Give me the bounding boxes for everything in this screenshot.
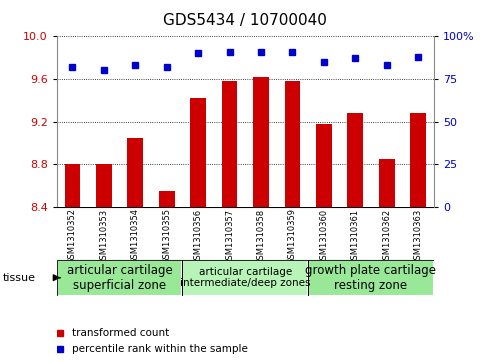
Bar [182, 260, 308, 296]
Bar [348, 113, 363, 207]
Text: growth plate cartilage
resting zone: growth plate cartilage resting zone [306, 264, 436, 292]
Bar [379, 159, 394, 207]
Bar [308, 260, 434, 296]
Bar [222, 81, 238, 207]
Text: transformed count: transformed count [72, 328, 169, 338]
Text: GSM1310361: GSM1310361 [351, 208, 360, 265]
Bar [316, 124, 332, 207]
Bar [190, 98, 206, 207]
Bar [57, 260, 182, 296]
Text: GSM1310358: GSM1310358 [256, 208, 266, 265]
Text: GSM1310362: GSM1310362 [382, 208, 391, 265]
Text: GSM1310359: GSM1310359 [288, 208, 297, 265]
Text: GSM1310352: GSM1310352 [68, 208, 77, 265]
Bar [308, 260, 434, 296]
Text: GSM1310355: GSM1310355 [162, 208, 171, 265]
Bar [159, 191, 175, 207]
Bar [65, 164, 80, 207]
Bar [127, 138, 143, 207]
Bar [96, 164, 112, 207]
Text: tissue: tissue [2, 273, 35, 283]
Bar [253, 77, 269, 207]
Text: GSM1310354: GSM1310354 [131, 208, 140, 265]
Bar [182, 260, 308, 296]
Text: percentile rank within the sample: percentile rank within the sample [72, 344, 247, 354]
Bar [57, 260, 182, 296]
Bar [410, 113, 426, 207]
Text: GSM1310363: GSM1310363 [414, 208, 423, 265]
Text: GSM1310356: GSM1310356 [194, 208, 203, 265]
Text: GSM1310360: GSM1310360 [319, 208, 328, 265]
Text: articular cartilage
superficial zone: articular cartilage superficial zone [67, 264, 173, 292]
Text: articular cartilage
intermediate/deep zones: articular cartilage intermediate/deep zo… [180, 267, 311, 289]
Bar [284, 81, 300, 207]
Text: GDS5434 / 10700040: GDS5434 / 10700040 [163, 13, 327, 28]
Text: GSM1310357: GSM1310357 [225, 208, 234, 265]
Text: GSM1310353: GSM1310353 [99, 208, 108, 265]
